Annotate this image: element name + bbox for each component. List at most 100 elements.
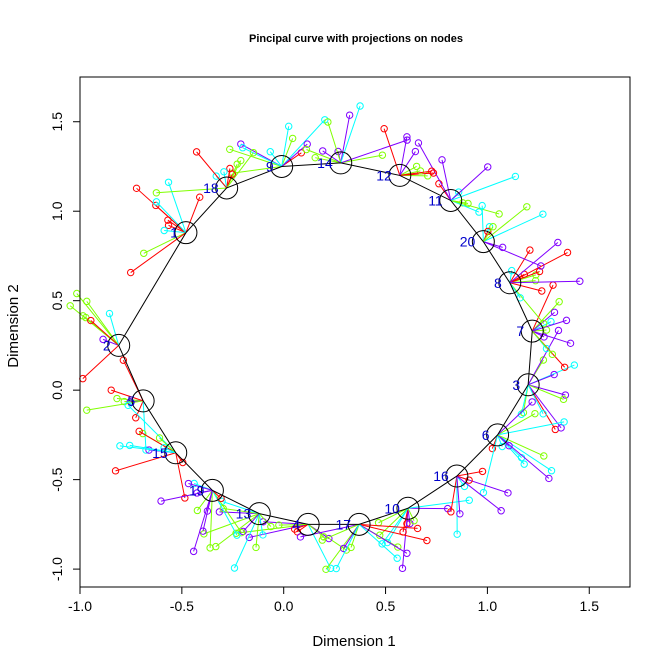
data-point	[326, 564, 335, 573]
data-point	[259, 531, 267, 539]
projection-line	[450, 199, 500, 215]
chart-title: Pincipal curve with projections on nodes	[249, 33, 463, 45]
projection-line	[168, 182, 187, 233]
node-label: 18	[203, 180, 219, 196]
node-label: 11	[428, 192, 443, 208]
curve-node	[516, 373, 540, 397]
data-point	[394, 543, 402, 551]
data-point	[152, 198, 161, 206]
projection-line	[383, 128, 401, 176]
curve-node	[520, 319, 544, 343]
data-point	[252, 543, 260, 552]
data-point	[560, 363, 569, 371]
data-point	[140, 249, 148, 257]
node-label: 6	[482, 427, 490, 443]
data-point	[495, 210, 503, 218]
projection-line	[527, 384, 564, 400]
projection-line	[281, 126, 290, 167]
projection-line	[255, 513, 260, 548]
projection-line	[509, 282, 542, 292]
data-point	[561, 391, 570, 399]
data-point	[478, 201, 486, 210]
projection-line	[527, 384, 562, 429]
projection-line	[212, 490, 222, 499]
data-point	[424, 172, 432, 180]
data-point	[238, 144, 247, 152]
projection-line	[203, 513, 260, 535]
y-tick-label: 0.5	[49, 291, 65, 311]
data-point	[414, 139, 423, 147]
data-point	[435, 180, 443, 188]
data-point	[540, 333, 548, 341]
data-point	[230, 564, 239, 572]
projection-line	[358, 523, 398, 559]
data-point	[526, 246, 534, 254]
curve-node	[164, 441, 188, 465]
node-label: 17	[335, 516, 351, 532]
projection-line	[340, 139, 408, 164]
x-tick-label: 1.0	[478, 598, 498, 614]
data-point	[550, 308, 559, 317]
projection-line	[509, 282, 545, 324]
data-point	[504, 489, 512, 497]
data-point	[537, 262, 545, 270]
node-label: 5	[127, 393, 135, 409]
data-point	[531, 276, 540, 285]
projection-line	[234, 513, 260, 569]
projection-line	[340, 105, 361, 164]
projection-line	[531, 311, 555, 332]
projection-line	[509, 249, 531, 284]
projection-line	[156, 201, 187, 234]
projection-line	[226, 174, 233, 189]
data-point	[345, 111, 354, 119]
data-point	[554, 326, 563, 335]
principal-curve	[118, 162, 533, 525]
data-point	[576, 277, 584, 285]
data-point	[374, 519, 383, 527]
data-point	[545, 474, 553, 483]
projection-line	[483, 241, 542, 267]
data-point	[66, 302, 74, 310]
data-point	[464, 199, 472, 208]
projection-line	[211, 490, 238, 536]
projection-line	[209, 490, 213, 548]
y-tick-label: -0.5	[49, 467, 65, 491]
projection-line	[188, 483, 213, 491]
projection-line	[497, 401, 533, 436]
data-point	[212, 542, 220, 551]
node-label: 2	[103, 337, 111, 353]
projection-line	[111, 389, 144, 402]
projection-line	[226, 152, 254, 189]
data-point	[135, 427, 143, 436]
y-tick-label: 0.0	[49, 380, 65, 400]
data-point	[517, 410, 526, 418]
curve-node	[215, 176, 239, 200]
projection-line	[528, 384, 566, 396]
data-point	[465, 496, 473, 504]
data-point	[550, 370, 558, 379]
data-point	[83, 297, 91, 306]
projection-line	[359, 523, 418, 529]
projection-line	[527, 330, 559, 386]
data-point	[113, 394, 121, 403]
projection-line	[358, 523, 428, 542]
curve-node	[174, 221, 198, 245]
projection-line	[86, 301, 120, 346]
data-point	[528, 398, 536, 406]
projection-line	[527, 384, 544, 415]
data-point	[554, 238, 562, 247]
node-label: 19	[189, 482, 205, 498]
data-point	[239, 527, 247, 536]
projection-line	[520, 384, 529, 415]
projection-line	[497, 434, 503, 447]
projection-line	[456, 476, 461, 514]
data-point	[539, 410, 547, 418]
data-point	[570, 361, 579, 369]
data-point	[99, 335, 107, 344]
data-point	[519, 408, 528, 417]
x-tick-label: 0.0	[274, 598, 294, 614]
projection-line	[175, 452, 186, 499]
curve-node	[329, 151, 353, 175]
data-point	[478, 467, 487, 476]
projection-line	[531, 284, 554, 332]
